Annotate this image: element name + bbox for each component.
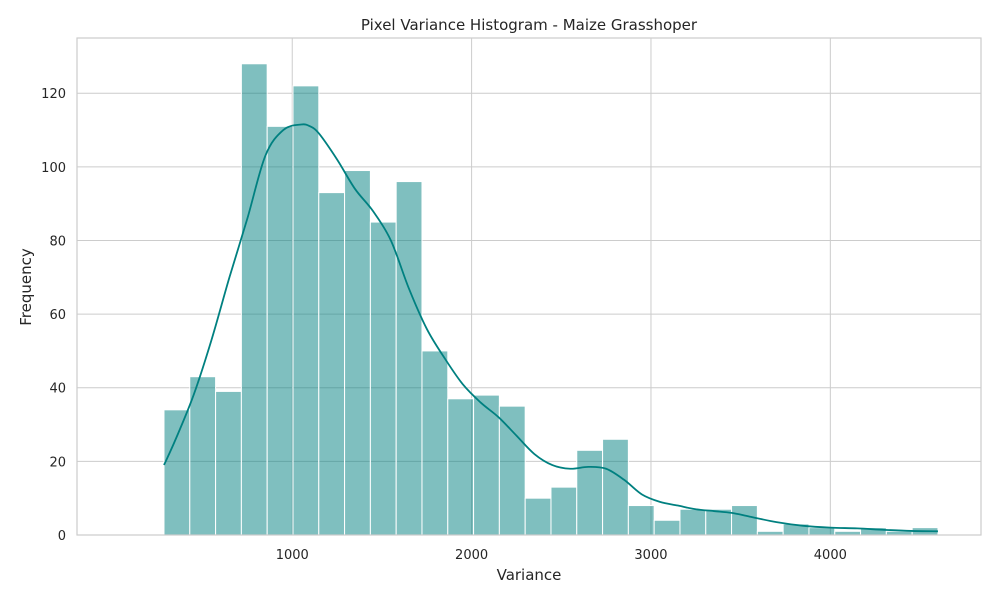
histogram-bar (473, 394, 500, 536)
kde-curve (163, 123, 938, 533)
histogram-bar (344, 170, 371, 536)
histogram-bar (318, 192, 346, 536)
histogram-bar (447, 398, 475, 536)
histogram-bar (292, 85, 320, 536)
plot-frame (76, 37, 982, 536)
histogram-bar (524, 497, 552, 536)
histogram-bar (266, 125, 294, 536)
histogram-bar (576, 449, 604, 536)
histogram-bar (369, 221, 397, 536)
x-tick-label: 1000 (276, 548, 309, 563)
histogram-bar (215, 390, 242, 536)
x-axis-label: Variance (497, 566, 562, 584)
histogram-bar (240, 63, 268, 536)
y-tick-label: 0 (58, 529, 66, 544)
y-tick-label: 100 (41, 161, 66, 176)
histogram-bar (808, 527, 836, 536)
x-tick-labels: 1000 2000 3000 4000 (276, 548, 847, 563)
histogram-bar (163, 409, 191, 536)
histogram-bar (731, 505, 758, 536)
histogram-bar (189, 376, 217, 536)
y-tick-label: 20 (49, 455, 66, 470)
y-tick-label: 80 (49, 234, 66, 249)
x-tick-label: 4000 (814, 548, 847, 563)
x-tick-label: 3000 (634, 548, 667, 563)
histogram-bar (653, 519, 681, 536)
y-tick-labels: 0 20 40 60 80 100 120 (41, 87, 66, 544)
y-tick-label: 40 (49, 382, 66, 397)
y-axis-label: Frequency (17, 248, 35, 326)
histogram-bar (679, 508, 707, 536)
x-tick-label: 2000 (455, 548, 488, 563)
histogram-bar (498, 405, 526, 536)
histogram-bar (395, 181, 423, 536)
histogram-bar (550, 486, 578, 536)
histogram-bar (602, 438, 629, 536)
histogram-bar (627, 505, 655, 536)
y-tick-label: 60 (49, 308, 66, 323)
histogram-bar (421, 350, 449, 536)
y-tick-label: 120 (41, 87, 66, 102)
chart-title: Pixel Variance Histogram - Maize Grassho… (361, 16, 698, 34)
